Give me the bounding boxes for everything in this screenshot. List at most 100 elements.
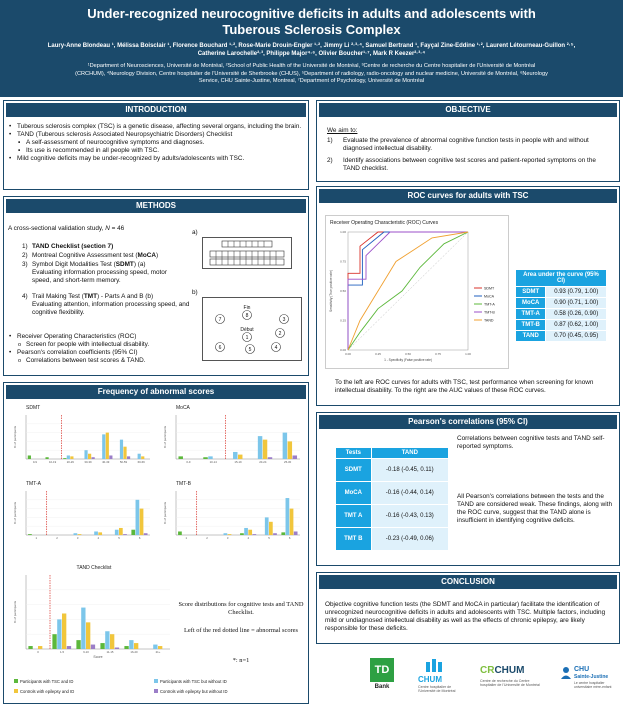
pearson-value: -0.18 (-0.45, 0.11) (370, 458, 450, 482)
pearson-test: TMT A (335, 504, 372, 528)
frequency-tick-label: 11-15 (107, 650, 114, 654)
tmt-figure: Fin 8 Début 1 7 3 2 6 5 4 (202, 297, 302, 361)
pearson-text-1: Correlations between cognitive tests and… (457, 435, 605, 450)
objective-2: Identify associations between cognitive … (343, 157, 596, 172)
pearson-panel: Pearson's correlations (95% CI) Tests TAN… (316, 412, 620, 566)
roc-diagonal (347, 231, 469, 351)
frequency-bar (292, 455, 298, 459)
frequency-chart-title: TMT-B (176, 481, 192, 487)
roc-legend-label: TMT-A (484, 303, 495, 307)
frequency-tick-label: 30-39 (84, 460, 92, 464)
frequency-tick-label: 15-19 (234, 460, 242, 464)
tmt-circle (279, 314, 289, 324)
roc-curve-tmt-a (347, 231, 469, 351)
intro-sub-bullet-1: A self-assessment of neurocognitive symp… (8, 139, 306, 147)
objective-aim: We aim to: (327, 127, 358, 134)
chu-logo-sub: Sainte-Justine (574, 674, 609, 680)
frequency-bar (139, 508, 144, 535)
tmt-circle (275, 328, 285, 338)
intro-bullet-3: Mild cognitive deficits may be under-rec… (8, 155, 306, 163)
chu-logo: CHU (574, 666, 590, 673)
frequency-bar (281, 532, 286, 535)
roc-curve-tand (347, 231, 469, 351)
frequency-bar (129, 640, 134, 649)
tmt-label: Début (240, 327, 254, 333)
chum-logo-mark (426, 659, 442, 672)
frequency-bar (262, 439, 268, 459)
frequency-bar (223, 533, 228, 535)
title-line-1: Under-recognized neurocognitive deficits… (87, 6, 536, 21)
frequency-bar (227, 534, 232, 535)
chum-logo: CHUM (418, 675, 442, 684)
frequency-tick-label: 16-20 (130, 650, 138, 654)
method-3-num: 3) (22, 261, 28, 268)
tmt-circle (215, 314, 225, 324)
frequency-bar (70, 456, 74, 459)
frequency-bar (126, 456, 131, 459)
frequency-bar (137, 453, 141, 459)
frequency-bar (293, 531, 298, 535)
authors-line-1: Laury-Anne Blondeau ¹, Mélissa Boisclair… (47, 43, 576, 49)
authors-line-2: Catherine Larochelle²·³, Philippe Major⁴… (197, 51, 426, 57)
tmt-label: 3 (283, 317, 286, 323)
method-3-desc: Evaluating information processing speed,… (32, 269, 167, 284)
frequency-bar (257, 436, 263, 459)
frequency-bar (27, 455, 31, 459)
chu-logo-mark (561, 667, 571, 679)
frequency-tick-label: 20-24 (259, 460, 267, 464)
pearson-value: -0.23 (-0.49, 0.06) (370, 527, 450, 551)
frequency-bar (123, 446, 127, 459)
methods-title: METHODS (6, 199, 306, 213)
table-row: TMT-B 0.87 (0.62, 1.00) (514, 319, 607, 331)
method-4: Trail Making Test (TMT) - Parts A and B … (32, 293, 154, 300)
legend-label: Controls with epilepsy but without ID (160, 689, 228, 694)
pearson-col-tand: TAND (370, 447, 450, 459)
table-row: TMT B -0.23 (-0.49, 0.06) (335, 527, 450, 551)
objective-num-1: 1) (327, 137, 333, 144)
objective-num-2: 2) (327, 157, 333, 164)
frequency-bar (208, 456, 213, 459)
method-4-desc: Evaluating attention, information proces… (32, 301, 190, 316)
roc-y-tick: 1.00 (340, 230, 346, 234)
frequency-charts: SDMT % of participants 0-9 10-19 20-29 30-39 4… (13, 405, 300, 694)
figure-label-b: b) (192, 289, 198, 296)
method-1: TAND Checklist (section 7) (32, 243, 114, 250)
table-row: SDMT 0.93 (0.79, 1.00) (514, 286, 607, 298)
frequency-bar (66, 455, 70, 459)
roc-legend-label: TMT-B (484, 311, 495, 315)
frequency-tick-label: 6-10 (83, 650, 89, 654)
frequency-tick-label: 3 (227, 536, 229, 540)
frequency-tick-label: 1 (186, 536, 188, 540)
frequency-bar (124, 646, 129, 649)
frequency-chart-title: MoCA (176, 405, 191, 411)
frequency-bar (57, 619, 62, 649)
frequency-bar (110, 634, 115, 649)
roc-y-tick: 0.75 (340, 260, 346, 264)
y-axis-label: % of participants (163, 501, 167, 524)
frequency-tick-label: 5 (268, 536, 270, 540)
auc-value: 0.87 (0.62, 1.00) (545, 319, 607, 331)
frequency-bar (45, 457, 49, 459)
frequency-chart: MoCA % of participants 0-9 10-14 15-19 20-24 2… (163, 405, 300, 464)
introduction-panel: INTRODUCTION Tuberous sclerosis complex … (3, 100, 309, 190)
roc-chart-title: Receiver Operating Characteristic (ROC) … (330, 220, 439, 226)
roc-x-tick: 0.25 (375, 352, 381, 356)
method-4-num: 4) (22, 293, 28, 300)
auc-value: 0.58 (0.26, 0.90) (545, 308, 607, 320)
frequency-bar (81, 607, 86, 649)
methods-sub-roc: Screen for people with intellectual disa… (8, 341, 208, 349)
objective-1: Evaluate the prevalence of abnormal cogn… (343, 137, 589, 152)
frequency-tick-label: 0 (37, 650, 39, 654)
frequency-bar (134, 643, 139, 649)
frequency-bar (143, 533, 148, 535)
frequency-bar (102, 434, 106, 459)
frequency-tick-label: 4 (248, 536, 250, 540)
frequency-tick-label: 6 (289, 536, 291, 540)
frequency-tick-label: 50-59 (120, 460, 128, 464)
frequency-bar (100, 643, 105, 649)
frequency-bar (114, 529, 119, 535)
frequency-bar (131, 529, 136, 535)
frequency-bar (264, 517, 269, 535)
frequency-bar (119, 527, 123, 535)
figure-label-a: a) (192, 229, 198, 236)
